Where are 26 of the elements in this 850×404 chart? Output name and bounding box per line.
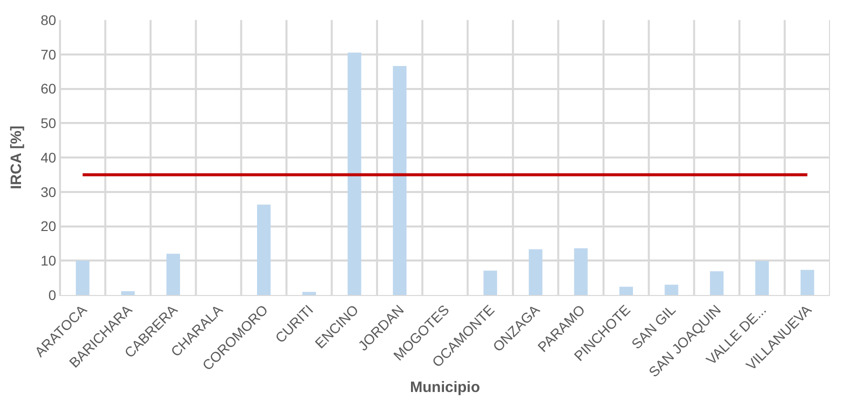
bar — [257, 204, 271, 295]
y-tick-label: 0 — [48, 286, 56, 303]
bar — [76, 260, 90, 295]
y-tick-label: 50 — [40, 115, 56, 132]
y-tick-label: 80 — [40, 12, 56, 28]
y-tick-label: 70 — [40, 46, 56, 62]
bar — [528, 249, 542, 295]
y-axis-title: IRCA [%] — [8, 126, 25, 190]
bar — [302, 292, 316, 295]
y-tick-label: 40 — [40, 149, 56, 166]
bar — [392, 66, 406, 295]
bar — [664, 284, 678, 295]
bar — [755, 260, 769, 295]
y-tick-label: 10 — [40, 252, 56, 269]
x-axis-title: Municipio — [410, 378, 480, 396]
bar — [619, 286, 633, 295]
y-tick-label: 30 — [40, 184, 56, 200]
bar — [348, 52, 362, 295]
y-tick-label: 20 — [40, 218, 56, 234]
bar — [574, 248, 588, 295]
bar — [800, 270, 814, 295]
bar — [710, 271, 724, 295]
y-tick-label: 60 — [40, 80, 56, 97]
bar — [166, 254, 180, 295]
bar — [484, 270, 498, 295]
bar — [121, 291, 135, 295]
